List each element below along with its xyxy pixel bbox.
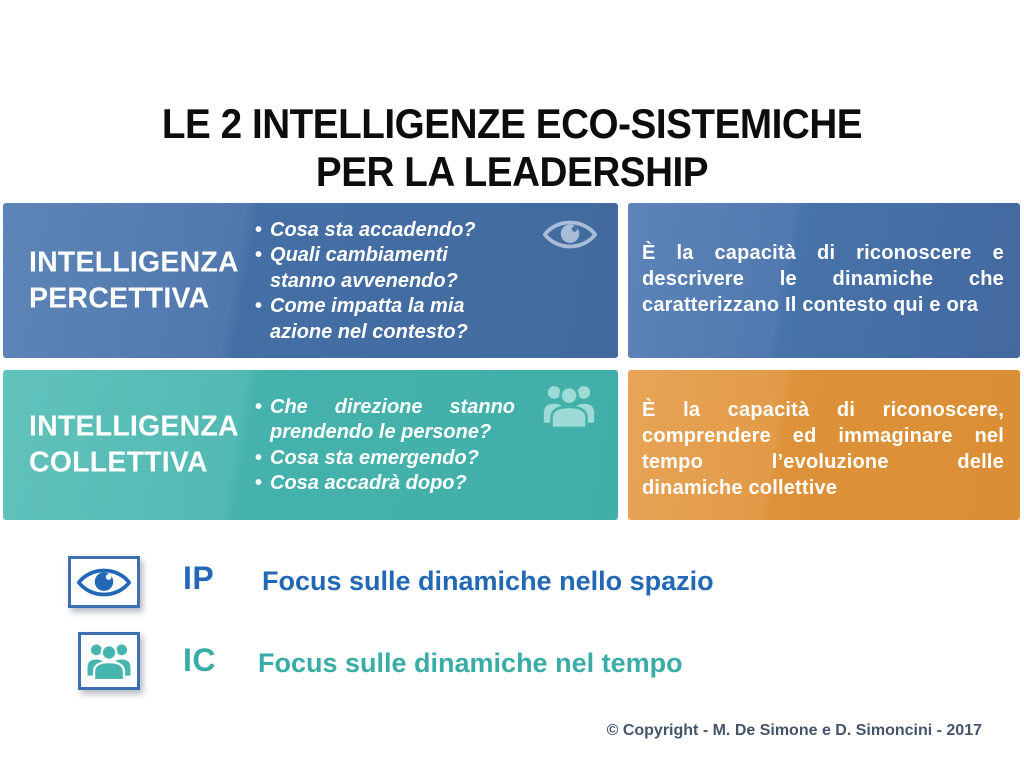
label-line: INTELLIGENZA [29,246,239,279]
panel-intelligenza-collettiva: INTELLIGENZA COLLETTIVA • Che direzione s… [3,370,618,520]
panel-percettiva-label: INTELLIGENZA PERCETTIVA [29,244,239,317]
bullet-item: • Cosa accadrà dopo? [255,471,515,496]
bullet-dot: • [255,244,263,267]
eye-icon [542,220,598,249]
eye-icon [76,568,132,596]
collettiva-description: È la capacità di riconoscere, comprender… [642,397,1004,501]
label-line: INTELLIGENZA [29,410,239,443]
bullet-dot: • [255,219,263,241]
bullet-dot: • [255,396,263,418]
bullet-item: • Che direzione stanno prendendo le perso… [255,395,515,446]
legend-ip-text: Focus sulle dinamiche nello spazio [262,566,714,596]
bullet-item: • Come impatta la mia azione nel contesto… [255,294,515,345]
legend-ic-text: Focus sulle dinamiche nel tempo [258,648,683,678]
panel-collettiva-description: È la capacità di riconoscere, comprender… [628,370,1020,520]
legend-ic-abbr: IC [183,642,216,678]
description-line: comprendere ed immaginare nel [642,425,1004,447]
percettiva-description: È la capacità di riconoscere e descriver… [642,240,1004,318]
bullet-item: • Cosa sta emergendo? [255,446,515,471]
description-line: caratterizzano Il contesto qui e ora [642,294,979,316]
copyright-notice: © Copyright - M. De Simone e D. Simoncin… [606,722,982,739]
percettiva-bullet-list: • Cosa sta accadendo? • Quali cambiamenti … [255,203,515,345]
bullet-dot: • [255,295,263,318]
panel-percettiva-description: È la capacità di riconoscere e descriver… [628,203,1020,358]
description-line: dinamiche collettive [642,477,838,499]
collettiva-bullet-list: • Che direzione stanno prendendo le perso… [255,370,515,497]
panel-collettiva-label: INTELLIGENZA COLLETTIVA [29,409,239,482]
page-title-line1: LE 2 INTELLIGENZE ECO-SISTEMICHE [161,100,863,148]
panel-intelligenza-percettiva: INTELLIGENZA PERCETTIVA • Cosa sta accade… [3,203,618,358]
page-title: LE 2 INTELLIGENZE ECO-SISTEMICHE PER LA … [41,100,983,195]
people-icon [87,644,131,682]
legend-people-box [78,632,140,690]
legend-ip-abbr: IP [183,560,215,596]
legend-eye-box [68,556,140,608]
bullet-item: • Quali cambiamenti stanno avvenendo? [255,243,515,294]
bullet-dot: • [255,446,263,469]
description-line: È la capacità di riconoscere, [642,399,1004,421]
label-line: PERCETTIVA [29,282,210,315]
bullet-dot: • [255,472,263,495]
page-title-line2: PER LA LEADERSHIP [315,147,709,195]
bullet-item: • Cosa sta accadendo? [255,218,515,243]
description-line: È la capacità di riconoscere e [642,242,1004,264]
description-line: tempo l’evoluzione delle [642,451,1004,473]
label-line: COLLETTIVA [29,447,208,479]
people-icon [543,385,595,429]
description-line: descrivere le dinamiche che [642,268,1004,290]
